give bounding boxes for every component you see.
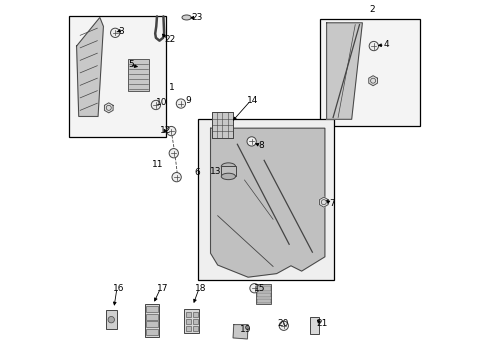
Bar	[185, 319, 191, 324]
Circle shape	[110, 28, 120, 37]
Text: 17: 17	[156, 284, 168, 293]
Bar	[192, 319, 198, 324]
Bar	[69, 16, 165, 137]
Bar	[192, 312, 198, 317]
Ellipse shape	[182, 15, 191, 20]
Bar	[146, 306, 158, 312]
Circle shape	[108, 316, 114, 323]
Text: 5: 5	[128, 60, 134, 69]
Text: 22: 22	[164, 35, 176, 44]
Bar	[106, 310, 116, 329]
Polygon shape	[233, 325, 247, 339]
Text: 8: 8	[258, 141, 264, 150]
Text: 20: 20	[277, 319, 288, 328]
Text: 13: 13	[209, 167, 221, 176]
Circle shape	[169, 149, 178, 158]
Text: 21: 21	[316, 319, 327, 328]
Text: 2: 2	[368, 5, 374, 14]
Text: 4: 4	[383, 40, 388, 49]
Text: 3: 3	[118, 27, 124, 36]
Bar	[128, 59, 149, 91]
Bar	[309, 317, 318, 334]
Bar	[257, 298, 270, 303]
Circle shape	[151, 100, 160, 110]
Bar	[256, 284, 271, 304]
Circle shape	[279, 321, 288, 330]
Bar	[257, 287, 270, 291]
Polygon shape	[77, 18, 103, 116]
Text: 11: 11	[152, 161, 163, 170]
Polygon shape	[104, 103, 113, 113]
Ellipse shape	[221, 163, 235, 170]
Circle shape	[246, 137, 256, 146]
Text: 14: 14	[246, 96, 258, 105]
Bar	[146, 314, 158, 320]
Circle shape	[249, 284, 259, 293]
Bar	[319, 19, 419, 126]
Polygon shape	[210, 128, 324, 277]
Circle shape	[368, 41, 378, 51]
Text: 9: 9	[185, 96, 190, 105]
Text: 18: 18	[195, 284, 206, 293]
Text: 10: 10	[156, 98, 167, 107]
Text: 15: 15	[253, 284, 264, 293]
Polygon shape	[326, 23, 362, 119]
Text: 6: 6	[194, 168, 200, 177]
Circle shape	[166, 126, 176, 136]
Bar	[192, 326, 198, 331]
Bar	[211, 112, 233, 138]
Text: 7: 7	[328, 199, 334, 208]
Text: 23: 23	[191, 13, 203, 22]
Bar	[185, 326, 191, 331]
Polygon shape	[319, 197, 327, 207]
Text: 19: 19	[239, 325, 250, 334]
Bar	[145, 304, 159, 337]
Bar	[146, 321, 158, 327]
Bar	[257, 293, 270, 297]
Bar	[198, 119, 333, 280]
Circle shape	[176, 99, 185, 108]
Text: 1: 1	[169, 83, 175, 92]
Ellipse shape	[221, 173, 235, 180]
Bar	[221, 166, 235, 176]
Text: 16: 16	[113, 284, 124, 293]
Text: 12: 12	[159, 126, 170, 135]
Bar	[146, 329, 158, 335]
Bar	[185, 312, 191, 317]
Circle shape	[172, 172, 181, 182]
Polygon shape	[368, 76, 377, 86]
Bar	[184, 309, 199, 333]
